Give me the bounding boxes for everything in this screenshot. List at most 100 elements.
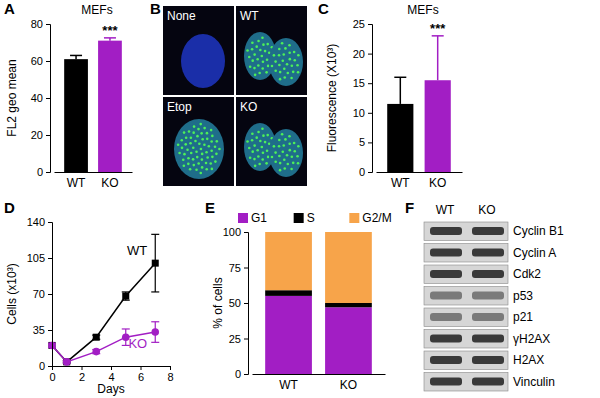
image-bg xyxy=(163,6,234,95)
focus xyxy=(266,43,269,46)
focus xyxy=(274,69,277,72)
chart-title: MEFs xyxy=(81,3,112,17)
tick-label: 2 xyxy=(79,371,85,383)
tick: 100 xyxy=(223,226,248,238)
focus xyxy=(192,164,195,167)
axis-line xyxy=(368,25,373,173)
blot-label: p21 xyxy=(513,310,533,324)
tick-label: 6 xyxy=(138,371,144,383)
error-bar xyxy=(432,36,444,80)
image-panel: WT xyxy=(236,6,307,95)
blot-band xyxy=(430,335,462,343)
error-bar xyxy=(151,234,159,292)
focus xyxy=(210,129,213,132)
tick-label: 25 xyxy=(353,18,365,30)
axis-title: FL2 geo mean xyxy=(5,59,19,136)
focus xyxy=(253,144,256,147)
blot-band xyxy=(430,313,462,321)
blot-strip xyxy=(424,287,508,306)
blot-row: Cyclin B1 xyxy=(424,222,564,241)
focus xyxy=(297,162,300,165)
bar xyxy=(98,41,122,172)
plot-area xyxy=(265,232,372,374)
focus xyxy=(255,136,258,139)
error-bar xyxy=(151,322,159,343)
tick: 8 xyxy=(167,366,173,383)
tick-mark xyxy=(48,258,52,259)
tick-mark xyxy=(48,366,52,367)
focus xyxy=(205,162,208,165)
panel-letter: B xyxy=(150,0,161,17)
focus xyxy=(296,155,299,158)
focus xyxy=(293,59,296,62)
focus xyxy=(267,156,270,159)
bar-segment xyxy=(325,303,372,307)
focus xyxy=(281,133,284,136)
tick-label: WT xyxy=(279,378,298,392)
focus xyxy=(215,140,218,143)
focus xyxy=(278,54,281,57)
focus xyxy=(192,131,195,134)
focus xyxy=(190,152,193,155)
focus xyxy=(178,152,181,155)
plot-area xyxy=(64,38,122,172)
focus xyxy=(282,53,285,56)
x-axis: WT KO xyxy=(253,375,386,392)
panel-letter: E xyxy=(205,199,215,216)
blot-band xyxy=(430,356,462,364)
panel-letter: A xyxy=(4,0,15,17)
panel-letter: C xyxy=(318,0,329,17)
blot-label: Cyclin B1 xyxy=(513,224,564,238)
tick: 20 xyxy=(353,48,372,60)
image-bg xyxy=(236,6,307,95)
focus xyxy=(274,151,277,154)
tick-mark xyxy=(368,83,372,84)
focus xyxy=(265,162,268,165)
focus xyxy=(181,147,184,150)
blot-row: p53 xyxy=(424,287,533,306)
focus xyxy=(287,163,290,166)
tick-label: 0 xyxy=(235,368,241,380)
axis-line xyxy=(48,223,53,367)
tick: 105 xyxy=(27,252,52,264)
focus xyxy=(278,155,281,158)
error-cap xyxy=(394,77,406,79)
focus xyxy=(208,145,211,148)
focus xyxy=(255,45,258,48)
plot-area xyxy=(387,36,451,172)
marker xyxy=(151,328,159,336)
tick: 6 xyxy=(138,366,144,383)
blot-label: γH2AX xyxy=(513,332,550,346)
focus xyxy=(205,151,208,154)
focus xyxy=(283,167,286,170)
tick: KO xyxy=(340,378,357,392)
focus xyxy=(289,149,292,152)
focus xyxy=(297,145,300,148)
focus xyxy=(266,134,269,137)
tick: 60 xyxy=(31,55,50,67)
blot-band xyxy=(430,378,462,386)
tick-mark xyxy=(46,98,50,99)
tick: 35 xyxy=(33,324,52,336)
series-label: WT xyxy=(127,243,147,258)
focus xyxy=(251,59,254,62)
focus xyxy=(246,140,249,143)
series-label: KO xyxy=(128,336,147,351)
focus xyxy=(290,77,293,80)
focus xyxy=(193,125,196,128)
image-panel: None xyxy=(163,6,234,95)
tick: 2 xyxy=(79,366,85,383)
axis-line xyxy=(46,25,51,173)
focus xyxy=(297,71,300,74)
focus xyxy=(265,71,268,74)
marker xyxy=(92,348,100,356)
focus xyxy=(218,148,221,151)
axis-title: Days xyxy=(97,382,124,396)
blot-band xyxy=(430,227,462,235)
nucleus xyxy=(269,129,303,177)
tick: 140 xyxy=(27,216,52,228)
tick-mark xyxy=(368,172,372,173)
marker xyxy=(152,260,159,267)
blot-strip xyxy=(424,222,508,241)
focus xyxy=(281,150,284,153)
